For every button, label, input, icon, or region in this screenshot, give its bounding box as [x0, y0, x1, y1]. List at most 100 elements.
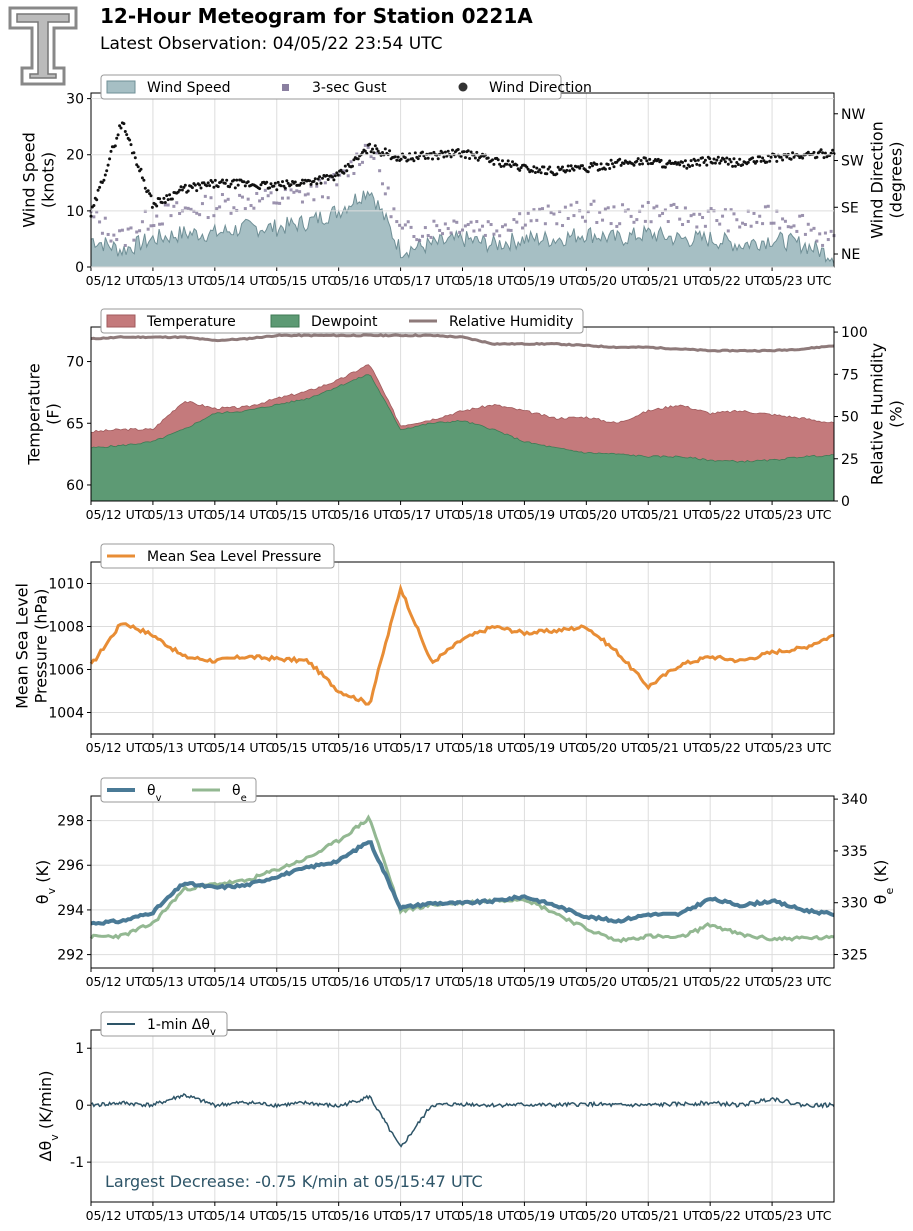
direction-point [741, 163, 745, 167]
x-tick-label: 05/12 UTC [86, 507, 151, 522]
legend-label: Mean Sea Level Pressure [147, 549, 321, 565]
x-tick-label: 05/23 UTC [767, 974, 832, 989]
direction-point [441, 151, 444, 155]
direction-point [279, 184, 283, 188]
y-axis-label-line: (knots) [39, 152, 58, 208]
gust-point [595, 220, 599, 224]
x-tick-label: 05/13 UTC [148, 740, 213, 755]
gust-point [355, 152, 359, 156]
gust-point [818, 232, 822, 236]
direction-point [578, 166, 582, 170]
direction-point [768, 159, 772, 163]
direction-point [98, 185, 102, 189]
direction-point [705, 163, 709, 167]
gust-point [272, 201, 276, 205]
gust-point [826, 238, 830, 242]
x-tick-label: 05/23 UTC [767, 1208, 832, 1223]
x-tick-label: 05/16 UTC [333, 1208, 398, 1223]
direction-point [413, 151, 417, 155]
gust-point [601, 218, 605, 222]
x-tick-label: 05/18 UTC [457, 1208, 522, 1223]
direction-point [775, 159, 779, 163]
gust-point [400, 226, 404, 230]
y2-tick-label: 25 [841, 452, 859, 468]
direction-point [702, 161, 706, 164]
direction-point [595, 162, 599, 166]
direction-point [299, 181, 303, 185]
gust-point [132, 238, 136, 242]
y-tick-label: -1 [70, 1155, 84, 1171]
direction-point [105, 169, 109, 173]
direction-point [451, 148, 454, 152]
y-axis-label: Δθv (K/min) [36, 1071, 61, 1162]
direction-point [211, 180, 214, 184]
gust-point [223, 199, 227, 203]
y2-tick-label: NW [841, 107, 865, 123]
delta-theta-line [90, 1093, 835, 1148]
y-tick-label: 1 [75, 1041, 84, 1057]
direction-point [638, 162, 642, 166]
direction-point [533, 171, 537, 174]
gust-point [406, 220, 410, 224]
gust-point [138, 229, 142, 233]
x-tick-label: 05/14 UTC [209, 507, 274, 522]
y2-axis-label-line: Wind Direction [868, 121, 887, 239]
direction-point [342, 171, 346, 175]
gust-point [443, 222, 447, 226]
direction-point [216, 185, 220, 189]
direction-point [403, 156, 407, 160]
direction-point [395, 158, 399, 162]
gust-point [360, 160, 364, 164]
direction-point [708, 157, 712, 161]
direction-point [648, 157, 652, 161]
direction-point [205, 184, 209, 188]
direction-point [695, 162, 699, 166]
direction-point [445, 154, 449, 158]
wind-speed-area [91, 190, 834, 267]
gust-point [486, 220, 490, 224]
axes-frame [90, 1029, 835, 1203]
gust-point [541, 207, 545, 211]
axes-frame [90, 795, 835, 969]
x-tick-label: 05/15 UTC [271, 740, 336, 755]
direction-point [548, 165, 552, 169]
gust-point [378, 169, 382, 173]
direction-point [315, 182, 319, 186]
gust-point [95, 210, 99, 214]
gust-point [280, 196, 284, 200]
gust-point [260, 197, 264, 201]
gust-point [386, 186, 390, 190]
legend-label: θe [232, 783, 247, 804]
direction-point [566, 164, 570, 168]
gust-point [335, 183, 339, 187]
direction-point [363, 149, 367, 153]
gust-point [629, 214, 633, 218]
gust-point [415, 238, 419, 242]
direction-point [791, 151, 795, 155]
direction-point [568, 169, 572, 173]
direction-point [326, 178, 330, 181]
gust-point [669, 203, 673, 207]
direction-point [619, 163, 623, 167]
direction-point [143, 186, 147, 190]
gust-point [543, 222, 547, 226]
gust-point [498, 234, 502, 238]
gust-point [549, 211, 553, 215]
x-tick-label: 05/21 UTC [643, 1208, 708, 1223]
direction-point [815, 155, 819, 159]
legend-label: 3-sec Gust [312, 80, 387, 96]
direction-point [685, 166, 689, 170]
direction-point [545, 172, 549, 176]
gust-point [538, 207, 542, 211]
direction-point [332, 178, 336, 182]
gust-point [469, 220, 473, 224]
direction-point [190, 186, 194, 190]
gust-point [489, 223, 493, 227]
legend: θv θe [100, 777, 257, 804]
direction-point [476, 158, 480, 162]
y-tick-label: 60 [66, 478, 84, 494]
gust-point [466, 223, 470, 227]
direction-point [565, 168, 569, 172]
y2-axis-label-line: θe (K) [871, 860, 896, 905]
gust-point [663, 208, 667, 212]
